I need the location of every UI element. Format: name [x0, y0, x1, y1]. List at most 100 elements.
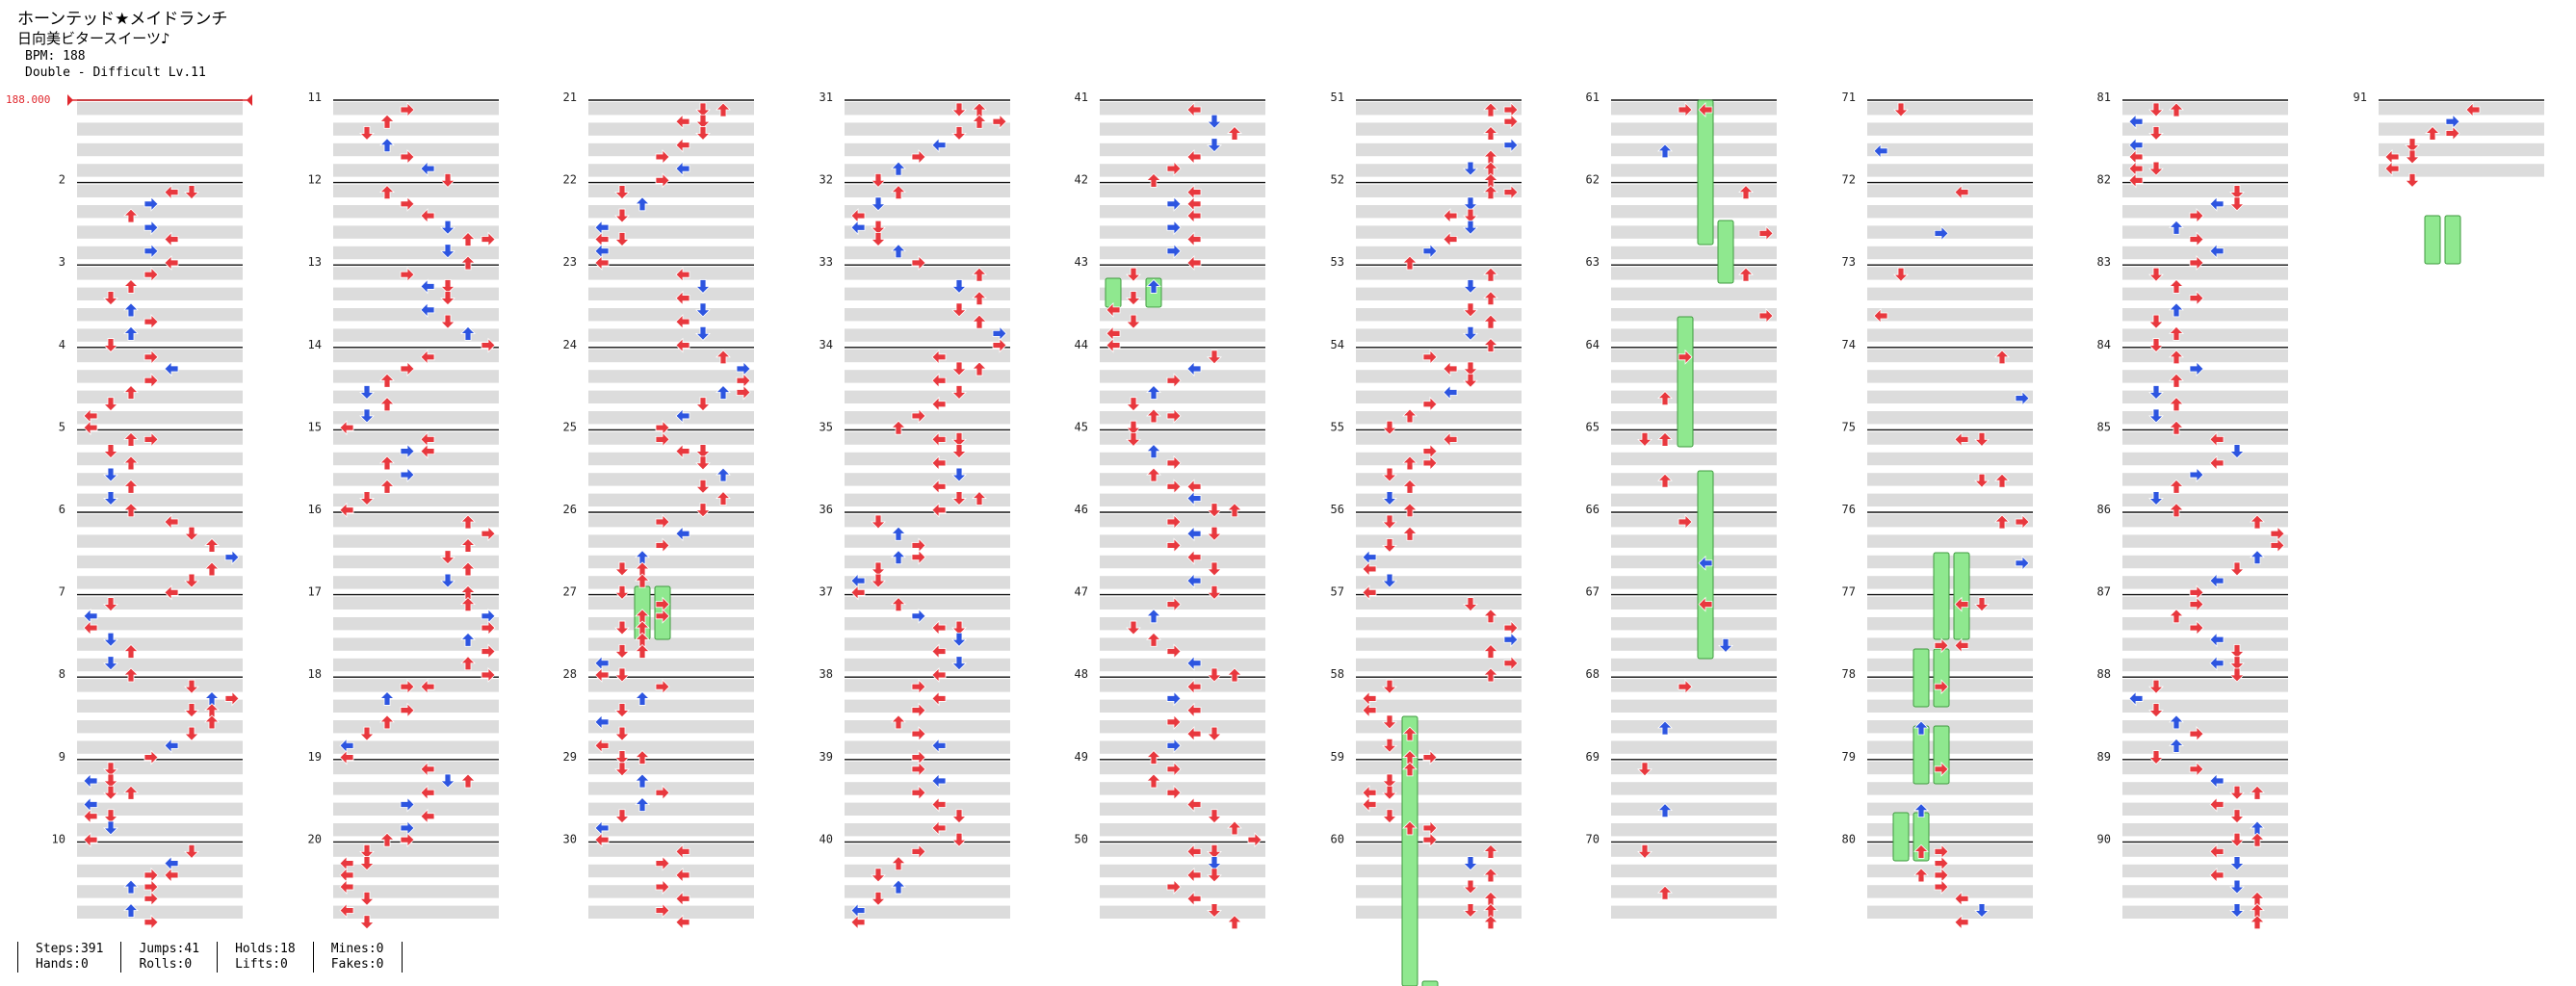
beat-stripe [588, 431, 754, 445]
beat-stripe [588, 761, 754, 775]
beat-stripe [333, 699, 499, 713]
beat-stripe [1100, 864, 1265, 878]
beat-stripe [333, 349, 499, 363]
beat-stripe [1356, 555, 1522, 569]
beat-stripe [845, 102, 1010, 116]
measure-number: 54 [1331, 338, 1344, 351]
beat-stripe [588, 328, 754, 342]
beat-stripe [1611, 287, 1777, 300]
beat-stripe [2122, 225, 2288, 239]
beat-stripe [2122, 246, 2288, 260]
measure-number: 73 [1842, 255, 1856, 269]
beat-stripe [77, 452, 243, 466]
beat-stripe [845, 761, 1010, 775]
beat-stripe [2379, 122, 2544, 136]
beat-stripe [1611, 225, 1777, 239]
beat-stripe [2122, 390, 2288, 403]
beat-stripe [588, 493, 754, 506]
beat-stripe [1867, 390, 2033, 403]
beat-stripe [2122, 843, 2288, 857]
beat-stripe [1867, 823, 2033, 837]
beat-stripe [2122, 308, 2288, 322]
measure-number: 6 [59, 503, 65, 516]
measure-number: 16 [308, 503, 322, 516]
beat-stripe [1100, 184, 1265, 197]
beat-stripe [1867, 143, 2033, 157]
measure-number: 52 [1331, 173, 1344, 187]
measure-number: 61 [1586, 91, 1600, 104]
measure-number: 25 [563, 420, 577, 433]
beat-stripe [588, 390, 754, 403]
beat-stripe [77, 596, 243, 610]
measure-number: 69 [1586, 750, 1600, 764]
beat-stripe [2122, 823, 2288, 837]
beat-stripe [588, 576, 754, 589]
beat-stripe [1356, 164, 1522, 177]
measure-number: 40 [820, 832, 833, 845]
beat-stripe [1611, 720, 1777, 734]
measure-number: 82 [2097, 173, 2111, 187]
beat-stripe [1611, 740, 1777, 754]
measure-number: 5 [59, 420, 65, 433]
beat-stripe [1867, 308, 2033, 322]
measure-number: 66 [1586, 503, 1600, 516]
beat-stripe [588, 246, 754, 260]
beat-stripe [1611, 823, 1777, 837]
measure-number: 71 [1842, 91, 1856, 104]
measure-number: 76 [1842, 503, 1856, 516]
beat-stripe [1100, 473, 1265, 486]
measure-number: 49 [1075, 750, 1088, 764]
song-title: ホーンテッド★メイドランチ [17, 10, 228, 29]
beat-stripe [1356, 308, 1522, 322]
hold-bar [1717, 220, 1734, 284]
beat-stripe [845, 555, 1010, 569]
measure-number: 64 [1586, 338, 1600, 351]
beat-stripe [333, 184, 499, 197]
measure-number: 11 [308, 91, 322, 104]
beat-stripe [1100, 802, 1265, 816]
stat-cell: Steps:391 Hands:0 [17, 942, 120, 973]
beat-stripe [588, 308, 754, 322]
beat-stripe [1100, 308, 1265, 322]
beat-stripe [1100, 637, 1265, 651]
beat-stripe [333, 596, 499, 610]
beat-stripe [77, 122, 243, 136]
measure-number: 83 [2097, 255, 2111, 269]
beat-stripe [845, 823, 1010, 837]
measure-number: 42 [1075, 173, 1088, 187]
beat-stripe [1867, 102, 2033, 116]
measure-number: 3 [59, 255, 65, 269]
beat-stripe [1611, 885, 1777, 898]
measure-number: 53 [1331, 255, 1344, 269]
measure-number: 24 [563, 338, 577, 351]
beat-stripe [1100, 246, 1265, 260]
beat-stripe [1611, 411, 1777, 425]
measure-number: 77 [1842, 585, 1856, 599]
beat-stripe [1611, 802, 1777, 816]
hold-bar [1677, 316, 1694, 448]
beat-stripe [1356, 267, 1522, 280]
beat-stripe [1867, 658, 2033, 672]
beat-stripe [1100, 225, 1265, 239]
beat-stripe [845, 184, 1010, 197]
bpm-line: BPM: 188 [25, 49, 86, 64]
beat-stripe [2122, 514, 2288, 528]
beat-stripe [2122, 102, 2288, 116]
beat-stripe [1356, 225, 1522, 239]
beat-stripe [1356, 431, 1522, 445]
beat-stripe [845, 843, 1010, 857]
measure-number: 72 [1842, 173, 1856, 187]
beat-stripe [1867, 761, 2033, 775]
beat-stripe [1356, 246, 1522, 260]
beat-stripe [588, 802, 754, 816]
beat-stripe [333, 740, 499, 754]
beat-stripe [1100, 514, 1265, 528]
beat-stripe [1100, 164, 1265, 177]
beat-stripe [1611, 679, 1777, 692]
beat-stripe [588, 617, 754, 631]
beat-stripe [1100, 452, 1265, 466]
hold-bar [1697, 99, 1714, 246]
measure-number: 15 [308, 420, 322, 433]
beat-stripe [588, 555, 754, 569]
